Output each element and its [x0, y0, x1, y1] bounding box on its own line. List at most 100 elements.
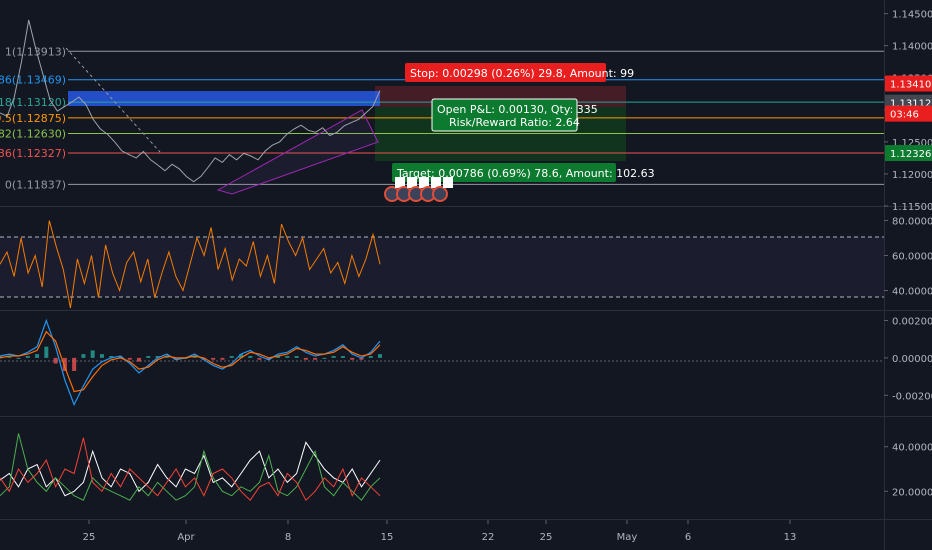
- price-tick-label: 1.14000: [892, 42, 932, 53]
- macd-histogram-bar: [248, 356, 253, 358]
- risk-reward-text: Risk/Reward Ratio: 2.64: [449, 116, 580, 129]
- fib-level-label: .382(1.12630): [0, 128, 66, 141]
- fib-level-label: 0(1.11837): [5, 178, 66, 191]
- event-badge-count-bg: [431, 177, 441, 188]
- macd-histogram-bar: [44, 346, 49, 358]
- price-tick-label: 1.12500: [892, 138, 932, 149]
- macd-histogram-bar: [266, 357, 271, 360]
- macd-histogram-bar: [25, 356, 30, 358]
- macd-histogram-bar: [276, 356, 281, 358]
- rsi-series-line: [0, 220, 381, 309]
- time-tick-label: May: [617, 532, 638, 543]
- fib-levels: 1(1.13913) .786(1.13469) .618(1.13120) 0.5(…: [0, 45, 884, 191]
- macd-histogram-bar: [350, 357, 355, 360]
- macd-histogram-bar: [331, 356, 336, 358]
- time-tick-label: 25: [540, 532, 553, 543]
- fib-level-label: .786(1.13469): [0, 74, 66, 87]
- macd-tick-label: 0.00000: [892, 354, 932, 365]
- macd-histogram-bar: [146, 356, 151, 358]
- open-pnl-text: Open P&L: 0.00130, Qty: 335: [437, 103, 598, 116]
- macd-histogram-bar: [90, 350, 95, 358]
- macd-histogram-bar: [322, 357, 327, 359]
- signal-series-line: [0, 330, 381, 393]
- price-tick-label: 1.12000: [892, 170, 932, 181]
- price-tag: [885, 105, 932, 122]
- macd-histogram-bar: [164, 356, 169, 358]
- time-tick-label: 22: [482, 532, 495, 543]
- rsi-band-fill: [0, 237, 884, 297]
- macd-histogram-bar: [229, 356, 234, 358]
- event-badge-count: 2: [434, 178, 440, 189]
- macd-series-line: [0, 318, 381, 407]
- open-pnl-label[interactable]: Open P&L: 0.00130, Qty: 335 Risk/Reward …: [431, 98, 598, 132]
- event-badge-count: 2: [410, 178, 416, 189]
- macd-histogram-bar: [238, 354, 243, 358]
- time-tick-label: 6: [685, 532, 691, 543]
- price-tag-text: 1.13112: [890, 99, 931, 110]
- macd-histogram-bar: [340, 356, 345, 358]
- price-panel[interactable]: 1(1.13913) .786(1.13469) .618(1.13120) 0.5(…: [0, 10, 932, 213]
- price-tag: [885, 145, 932, 162]
- event-badge-count-bg: [419, 177, 429, 188]
- dmi-panel[interactable]: 40.0000 20.0000: [0, 433, 932, 502]
- dashed-trendline: [65, 47, 161, 153]
- macd-panel[interactable]: 0.00200 0.00000 -0.00200: [0, 316, 932, 407]
- macd-histogram-bar: [53, 357, 58, 364]
- macd-histogram-bar: [285, 356, 290, 358]
- macd-tick-label: -0.00200: [892, 391, 932, 402]
- adx-series-line: [0, 441, 381, 497]
- event-badge[interactable]: [432, 186, 448, 202]
- price-tick-label: 1.11500: [892, 202, 932, 213]
- price-tag-text: 1.12326: [890, 149, 931, 160]
- price-tag-text: 03:46: [890, 110, 919, 121]
- time-tick-label: 25: [83, 532, 96, 543]
- rsi-panel[interactable]: 80.0000 60.0000 40.0000: [0, 217, 932, 309]
- macd-histogram-bar: [99, 354, 104, 358]
- macd-histogram-bar: [0, 356, 2, 358]
- macd-histogram-bar: [7, 356, 12, 358]
- rsi-axis: 80.0000 60.0000 40.0000: [884, 217, 932, 298]
- price-tag-text: 1.13410: [890, 80, 931, 91]
- event-badge-count-bg: [443, 177, 453, 188]
- macd-histogram-bar: [220, 357, 225, 360]
- time-tick-label: 13: [784, 532, 797, 543]
- macd-histogram-bar: [109, 356, 114, 358]
- macd-histogram-bar: [368, 356, 373, 358]
- fib-level-label: .236(1.12327): [0, 147, 66, 160]
- time-tick-label: Apr: [177, 532, 195, 543]
- macd-histogram-bar: [378, 354, 382, 358]
- dmi-axis: 40.0000 20.0000: [884, 443, 932, 498]
- macd-histogram-bar: [155, 356, 160, 358]
- fib-level-label: 1(1.13913): [5, 45, 66, 58]
- macd-histogram-bar: [313, 357, 318, 360]
- macd-histogram-bar: [201, 357, 206, 360]
- dmi-tick-label: 40.0000: [892, 443, 932, 454]
- di-minus-series-line: [0, 437, 381, 502]
- macd-histogram-bar: [294, 356, 299, 358]
- macd-histogram-bar: [257, 357, 262, 360]
- stop-label[interactable]: Stop: 0.00298 (0.26%) 29.8, Amount: 99: [405, 63, 634, 82]
- macd-axis: 0.00200 0.00000 -0.00200: [884, 316, 932, 402]
- event-badge-count: 8: [422, 178, 428, 189]
- macd-histogram-bar: [72, 357, 77, 371]
- rsi-tick-label: 40.0000: [892, 287, 932, 298]
- macd-histogram-bar: [127, 357, 132, 360]
- rsi-tick-label: 60.0000: [892, 252, 932, 263]
- event-badge-count: 3: [398, 178, 404, 189]
- fib-band: [68, 91, 380, 106]
- target-label-text: Target: 0.00786 (0.69%) 78.6, Amount: 10…: [396, 167, 655, 180]
- macd-histogram-bar: [118, 356, 123, 358]
- macd-histogram-bar: [359, 357, 364, 360]
- dmi-tick-label: 20.0000: [892, 487, 932, 498]
- price-tick-label: 1.14500: [892, 10, 932, 21]
- stop-label-text: Stop: 0.00298 (0.26%) 29.8, Amount: 99: [410, 67, 634, 80]
- macd-histogram-bar: [81, 354, 86, 358]
- event-badge-count: 3: [446, 178, 452, 189]
- event-badge-count-bg: [395, 177, 405, 188]
- macd-histogram-bar: [35, 354, 40, 358]
- fib-level-label: .618(1.13120): [0, 96, 66, 109]
- rising-channel: [216, 109, 379, 195]
